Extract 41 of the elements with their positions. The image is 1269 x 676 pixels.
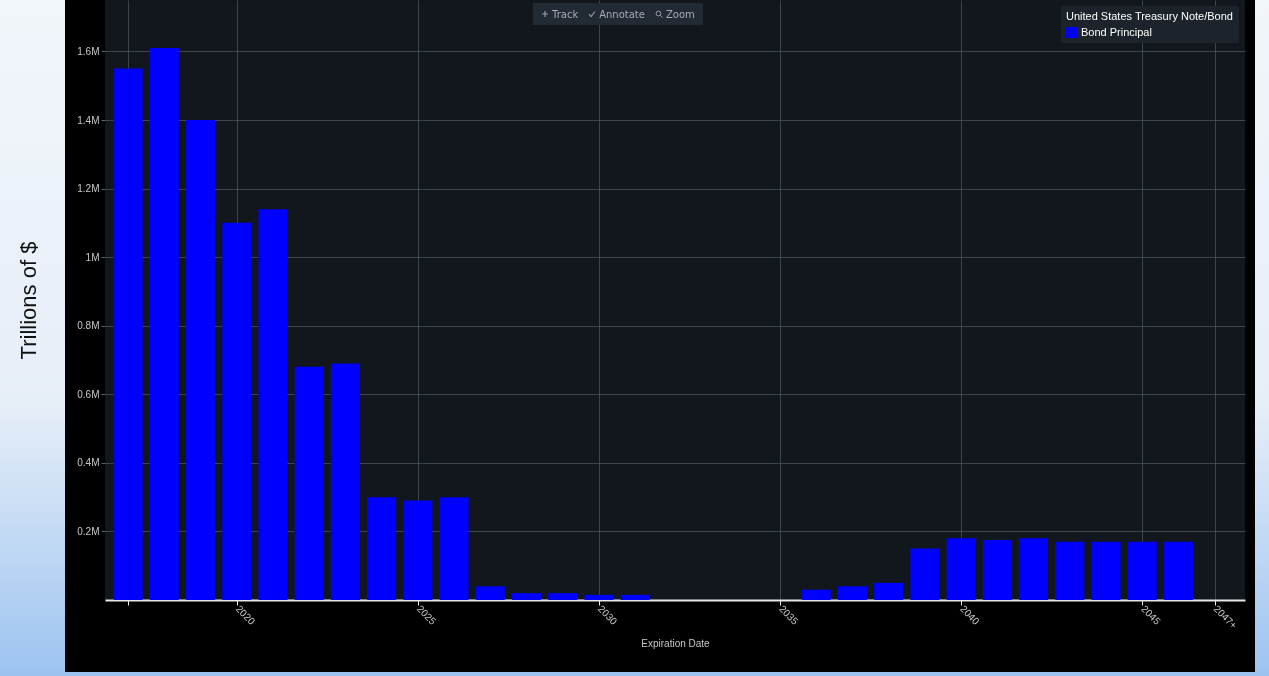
bar [837, 586, 867, 600]
bar [475, 586, 505, 600]
annotation: Annotate [599, 8, 645, 20]
y-tick-label: 1M [85, 251, 100, 263]
y-tick-label: 0.4M [77, 457, 100, 469]
y-axis-title: Trillions of $ [15, 241, 41, 360]
bar [910, 548, 940, 600]
annotation: Zoom [665, 8, 695, 20]
legend-title: United States Treasury Note/Bond [1066, 10, 1233, 22]
bar [620, 594, 650, 600]
bar [1055, 541, 1085, 600]
bar [367, 497, 397, 600]
bar [1091, 541, 1121, 600]
bar [584, 594, 614, 600]
bar [946, 538, 976, 600]
bar [1163, 541, 1193, 600]
legend-label: Bond Principal [1081, 25, 1152, 38]
y-tick-label: 0.6M [77, 388, 100, 400]
bar [113, 68, 143, 600]
bar [149, 48, 179, 600]
bar [982, 540, 1012, 600]
y-tick-label: 1.2M [77, 183, 100, 195]
y-tick-label: 1.6M [77, 45, 100, 57]
bar [294, 366, 324, 600]
bar [222, 222, 252, 600]
x-axis-title: Expiration Date [641, 637, 711, 649]
y-tick-label: 0.8M [77, 320, 100, 332]
bar [874, 582, 904, 600]
bar [439, 497, 469, 600]
bar [258, 209, 288, 600]
bar [403, 500, 433, 600]
bar [330, 363, 360, 600]
bar [512, 593, 542, 600]
bar [186, 120, 216, 600]
annotation: Track [552, 8, 579, 20]
bar [1127, 541, 1157, 600]
y-tick-label: 1.4M [77, 114, 100, 126]
bar [801, 589, 831, 600]
y-tick-label: 0.2M [77, 525, 100, 537]
bar [548, 593, 578, 600]
bar [1019, 538, 1049, 600]
